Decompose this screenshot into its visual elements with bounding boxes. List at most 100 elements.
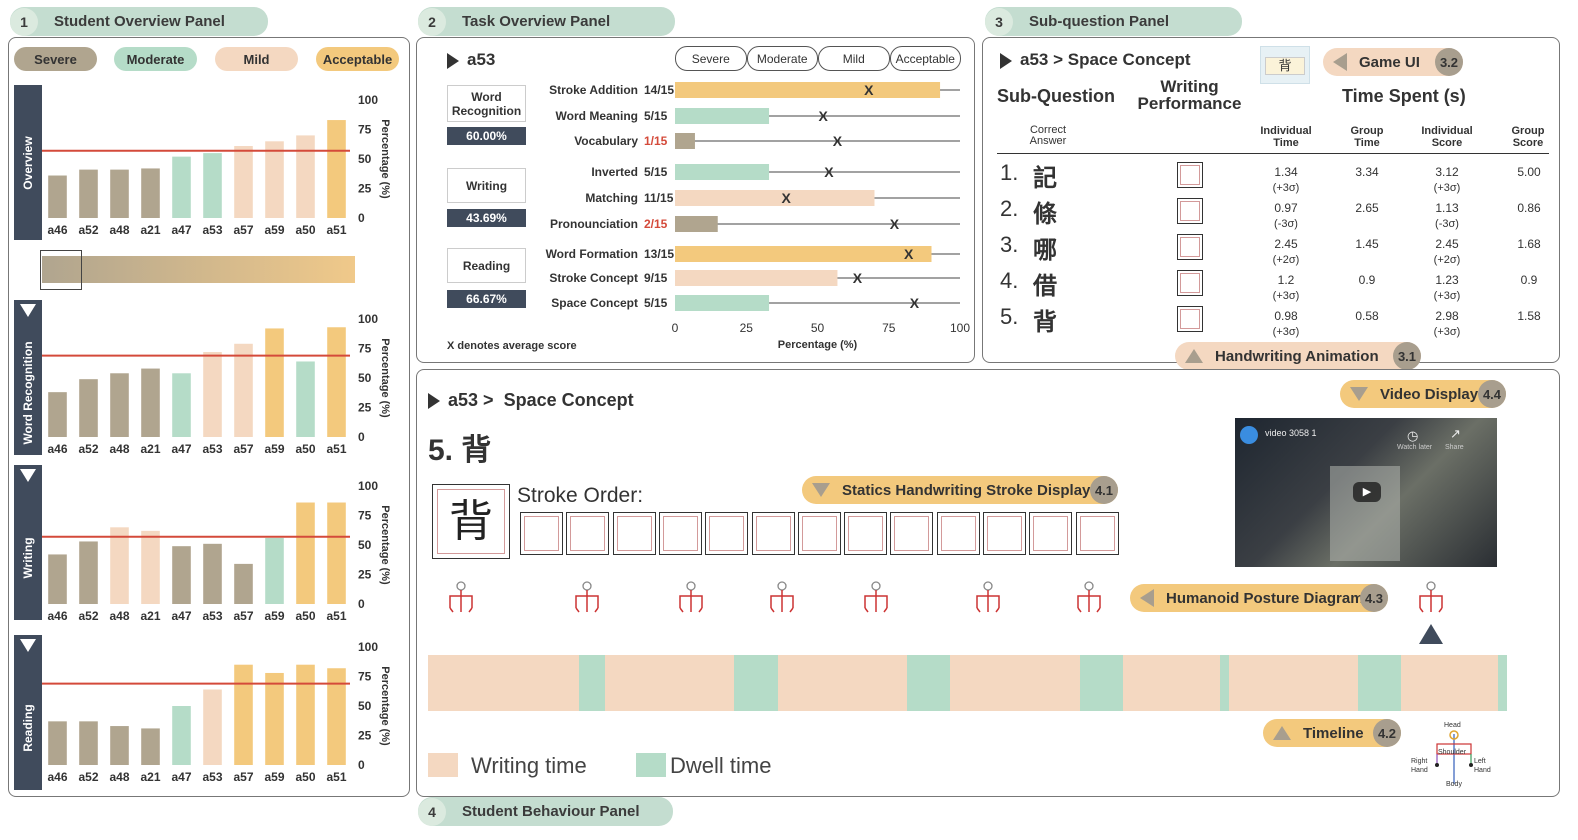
timeline-dwell-segment[interactable] [907, 655, 951, 711]
task-bar[interactable] [675, 216, 718, 232]
timeline-dwell-segment[interactable] [734, 655, 778, 711]
group-reading[interactable]: Reading [447, 248, 526, 283]
task-bar[interactable] [675, 82, 941, 98]
bar-a21[interactable] [141, 728, 160, 765]
bar-a48[interactable] [110, 373, 129, 437]
bar-a50[interactable] [296, 502, 315, 604]
handwriting-thumbnail[interactable] [1177, 162, 1203, 188]
stroke-step-6[interactable] [751, 512, 795, 555]
chart-side-writing[interactable]: Writing [14, 465, 42, 620]
bar-a47[interactable] [172, 546, 191, 604]
bar-a51[interactable] [327, 120, 346, 218]
range-brush-track[interactable] [42, 256, 355, 283]
bar-a46[interactable] [48, 554, 67, 604]
collapse-icon[interactable] [20, 639, 36, 652]
timeline-writing-segment[interactable] [1122, 655, 1220, 711]
timeline-dwell-segment[interactable] [1358, 655, 1402, 711]
stroke-step-7[interactable] [797, 512, 841, 555]
bar-a48[interactable] [110, 527, 129, 604]
legend-acceptable[interactable]: Acceptable [316, 47, 399, 71]
collapse-icon[interactable] [20, 304, 36, 317]
bar-a57[interactable] [234, 146, 253, 218]
bar-a51[interactable] [327, 327, 346, 437]
timeline-writing-segment[interactable] [428, 655, 580, 711]
task-bar[interactable] [675, 270, 838, 286]
posture-figure[interactable] [770, 581, 794, 613]
stroke-step-3[interactable] [612, 512, 656, 555]
clock-icon[interactable]: ◷ [1407, 428, 1419, 443]
bar-a50[interactable] [296, 361, 315, 437]
bar-a51[interactable] [327, 668, 346, 765]
posture-figure[interactable] [976, 581, 1000, 613]
stroke-step-4[interactable] [658, 512, 702, 555]
bar-a57[interactable] [234, 343, 253, 437]
bar-a57[interactable] [234, 664, 253, 765]
bar-a59[interactable] [265, 537, 284, 604]
task-legend-mild[interactable]: Mild [818, 46, 890, 71]
bar-a52[interactable] [79, 721, 98, 765]
bar-a50[interactable] [296, 135, 315, 218]
group-word-recognition[interactable]: Word Recognition [447, 85, 526, 122]
task-legend-moderate[interactable]: Moderate [746, 46, 818, 71]
handwriting-thumbnail[interactable] [1177, 270, 1203, 296]
bar-a51[interactable] [327, 502, 346, 604]
timeline-writing-segment[interactable] [604, 655, 735, 711]
timeline-writing-segment[interactable] [1228, 655, 1359, 711]
bar-a47[interactable] [172, 373, 191, 437]
bar-a52[interactable] [79, 169, 98, 218]
stroke-step-11[interactable] [983, 512, 1026, 555]
posture-figure[interactable] [679, 581, 703, 613]
stroke-step-8[interactable] [844, 512, 888, 555]
bar-a57[interactable] [234, 563, 253, 604]
video-player[interactable]: video 3058 1 ◷ ↗ Watch later Share ▶ [1235, 418, 1497, 567]
bar-a59[interactable] [265, 328, 284, 437]
posture-figure[interactable] [1419, 581, 1443, 613]
timeline-dwell-segment[interactable] [579, 655, 605, 711]
bar-a52[interactable] [79, 379, 98, 437]
bar-a21[interactable] [141, 530, 160, 604]
bar-a48[interactable] [110, 169, 129, 218]
bar-a52[interactable] [79, 541, 98, 604]
bar-a53[interactable] [203, 689, 222, 765]
game-ui-thumbnail[interactable]: 背 [1260, 46, 1310, 84]
handwriting-thumbnail[interactable] [1177, 234, 1203, 260]
task-bar[interactable] [675, 164, 770, 180]
bar-a59[interactable] [265, 141, 284, 218]
chart-side-reading[interactable]: Reading [14, 635, 42, 790]
task-bar[interactable] [675, 246, 932, 262]
bar-a53[interactable] [203, 352, 222, 437]
bar-a46[interactable] [48, 721, 67, 765]
bar-a50[interactable] [296, 664, 315, 765]
legend-mild[interactable]: Mild [215, 47, 298, 71]
collapse-icon[interactable] [20, 469, 36, 482]
final-character-box[interactable]: 背 [432, 484, 510, 559]
stroke-step-13[interactable] [1075, 512, 1119, 555]
legend-severe[interactable]: Severe [14, 47, 97, 71]
bar-a21[interactable] [141, 368, 160, 437]
handwriting-thumbnail[interactable] [1177, 198, 1203, 224]
posture-figure[interactable] [1077, 581, 1101, 613]
timeline-writing-segment[interactable] [777, 655, 908, 711]
current-position-marker[interactable] [1419, 624, 1443, 644]
stroke-step-1[interactable] [520, 512, 563, 555]
bar-a46[interactable] [48, 175, 67, 218]
task-bar[interactable] [675, 190, 875, 206]
bar-a47[interactable] [172, 156, 191, 218]
stroke-step-12[interactable] [1029, 512, 1073, 555]
bar-a53[interactable] [203, 153, 222, 218]
task-legend-severe[interactable]: Severe [675, 46, 747, 71]
task-bar[interactable] [675, 108, 770, 124]
share-icon[interactable]: ↗ [1450, 426, 1461, 441]
timeline-dwell-segment[interactable] [1079, 655, 1123, 711]
posture-figure[interactable] [864, 581, 888, 613]
posture-figure[interactable] [575, 581, 599, 613]
timeline-writing-segment[interactable] [950, 655, 1080, 711]
chart-side-word-recognition[interactable]: Word Recognition [14, 300, 42, 455]
handwriting-thumbnail[interactable] [1177, 306, 1203, 332]
timeline-writing-segment[interactable] [1401, 655, 1499, 711]
task-legend-acceptable[interactable]: Acceptable [889, 46, 961, 71]
timeline-bar[interactable] [428, 655, 1507, 711]
bar-a21[interactable] [141, 168, 160, 218]
stroke-step-2[interactable] [566, 512, 610, 555]
bar-a59[interactable] [265, 672, 284, 765]
